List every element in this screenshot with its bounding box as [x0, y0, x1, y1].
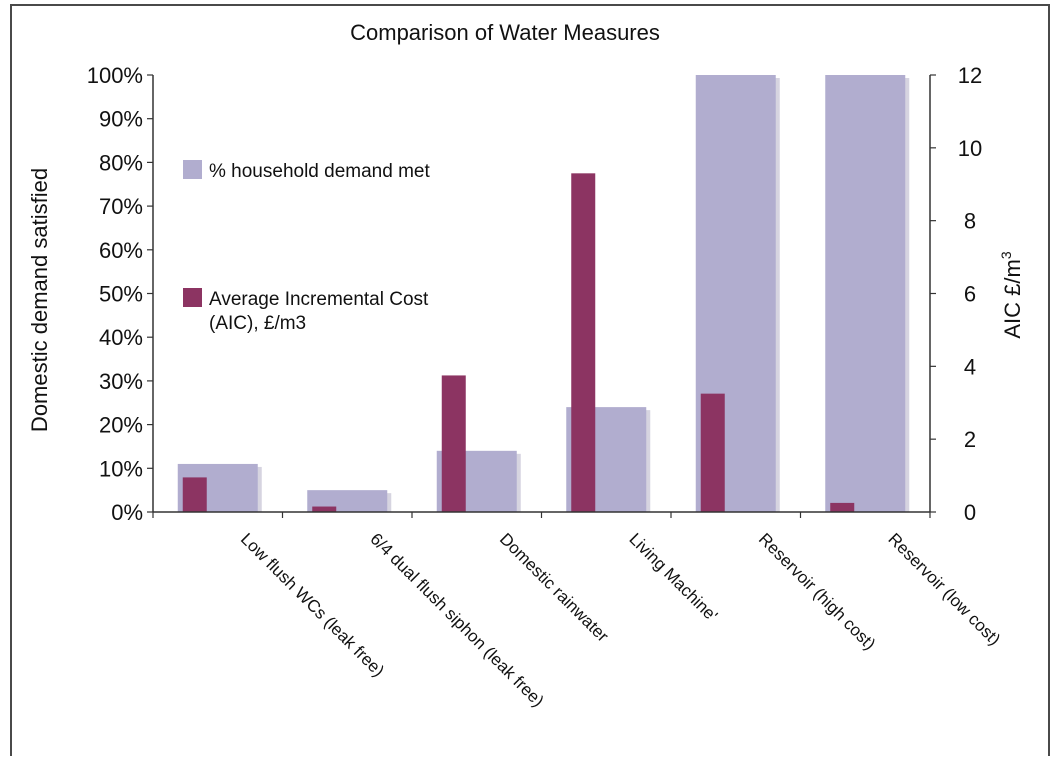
x-tick-label: Low flush WCs (leak free) [237, 529, 388, 680]
cost-bar [571, 173, 596, 512]
legend-swatch [183, 160, 202, 179]
cost-bar [441, 375, 466, 512]
legend-label: Average Incremental Cost [209, 289, 429, 310]
y2-tick-label: 2 [964, 427, 976, 452]
cost-bar [830, 502, 855, 512]
y-tick-label: 10% [99, 456, 143, 481]
y2-axis-label-superscript: 3 [998, 251, 1014, 259]
category-labels: Low flush WCs (leak free)6/4 dual flush … [237, 529, 1004, 710]
y-tick-label: 60% [99, 238, 143, 263]
cost-bar [700, 393, 725, 512]
cost-bars [182, 173, 855, 512]
x-tick-label: Living Machine' [625, 529, 721, 625]
y2-tick-label: 0 [964, 500, 976, 525]
y-tick-label: 0% [111, 500, 143, 525]
left-axis-ticks: 0% 10% 20% 30% 40% 50% 60% 70% 80% 90% 100% [87, 63, 153, 525]
x-tick-label: Reservoir (low cost) [884, 529, 1004, 649]
y-tick-label: 70% [99, 194, 143, 219]
y-tick-label: 80% [99, 150, 143, 175]
y2-tick-label: 12 [958, 63, 982, 88]
x-tick-label: Reservoir (high cost) [755, 529, 879, 653]
chart-title: Comparison of Water Measures [350, 20, 660, 45]
y-tick-label: 50% [99, 282, 143, 307]
y2-tick-label: 8 [964, 209, 976, 234]
legend-label: (AIC), £/m3 [209, 313, 306, 334]
legend: % household demand met Average Incrementa… [183, 160, 430, 334]
cost-bar [312, 506, 337, 512]
x-tick-label: Domestic rainwater [496, 529, 613, 646]
y2-tick-label: 6 [964, 282, 976, 307]
legend-label: % household demand met [209, 161, 430, 182]
y2-tick-label: 4 [964, 354, 976, 379]
y-tick-label: 100% [87, 63, 143, 88]
y2-axis-label-base: AIC £/m [1000, 259, 1025, 338]
demand-bar [825, 75, 906, 512]
y-tick-label: 20% [99, 413, 143, 438]
y-tick-label: 90% [99, 107, 143, 132]
y-axis-label: Domestic demand satisfied [27, 168, 52, 432]
cost-bar [182, 477, 207, 512]
legend-swatch [183, 288, 202, 307]
y-tick-label: 30% [99, 369, 143, 394]
chart-frame [10, 4, 1050, 756]
right-axis-ticks: 0 2 4 6 8 10 12 [930, 63, 982, 525]
y2-axis-label: AIC £/m3 [998, 251, 1025, 338]
y2-tick-label: 10 [958, 136, 982, 161]
y-tick-label: 40% [99, 325, 143, 350]
